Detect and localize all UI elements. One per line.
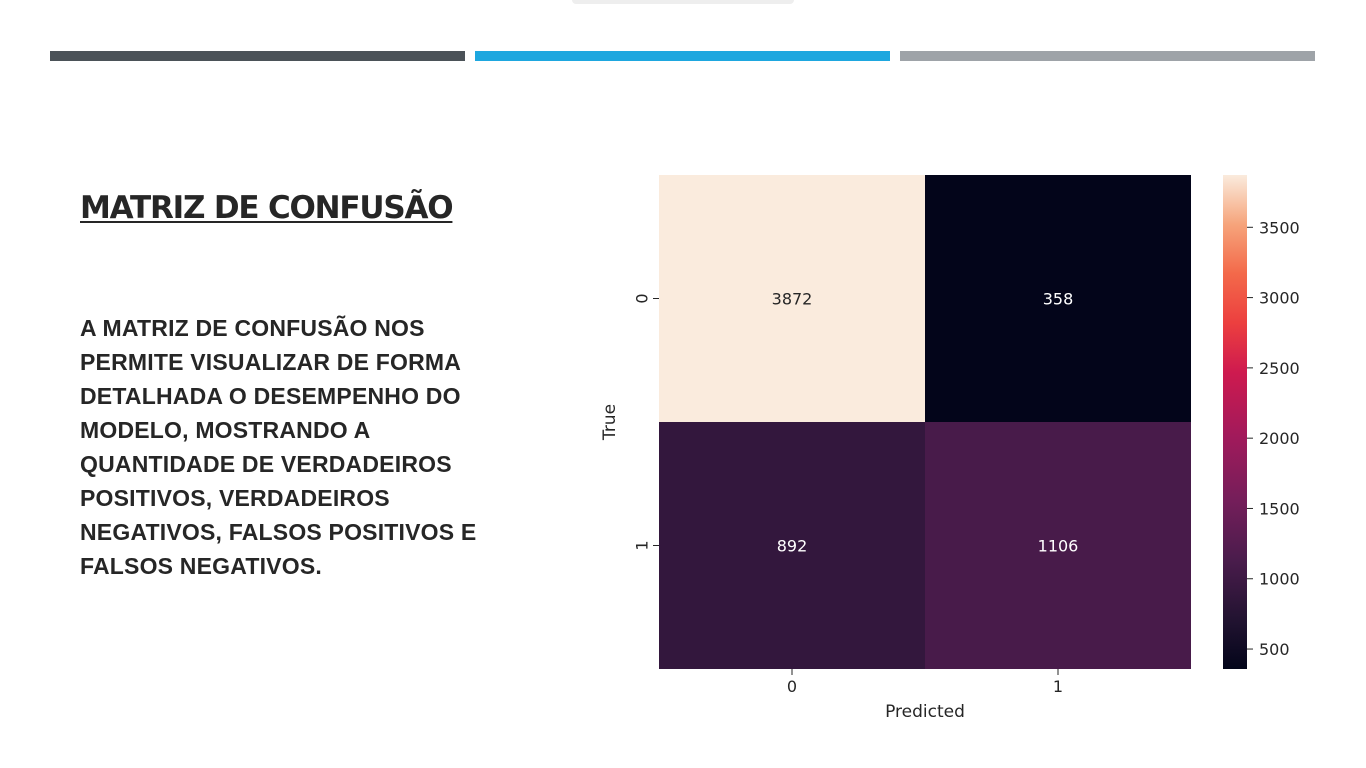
x-axis-label: Predicted (885, 702, 965, 722)
x-tick-label-0: 0 (787, 677, 797, 696)
colorbar-tick-label-0: 500 (1259, 640, 1290, 659)
accent-bar-gray (900, 51, 1315, 61)
y-tick-label-1: 1 (633, 540, 652, 550)
colorbar-tick-label-5: 3000 (1259, 289, 1300, 308)
colorbar-tick-label-3: 2000 (1259, 429, 1300, 448)
confusion-matrix-heatmap: 3872 358 892 1106 0 1 0 1 Predicted True 500 1000… (600, 175, 1300, 722)
accent-bar-dark (50, 51, 465, 61)
y-tick-label-0: 0 (633, 293, 652, 303)
heatmap-cell-labels: 3872 358 892 1106 (772, 290, 1079, 556)
colorbar-tick-label-1: 1000 (1259, 570, 1300, 589)
accent-bar-blue (475, 51, 890, 61)
heatmap-axes: 0 1 0 1 Predicted True (600, 293, 1063, 722)
top-tab-decoration (572, 0, 794, 4)
heatmap-cell-label-1-1: 1106 (1038, 537, 1079, 556)
colorbar: 500 1000 1500 2000 2500 3000 3500 (1223, 175, 1300, 669)
heatmap-cells (659, 175, 1191, 669)
colorbar-tick-label-6: 3500 (1259, 218, 1300, 237)
slide-title: MATRIZ DE CONFUSÃO (80, 190, 454, 226)
slide-body-text: A MATRIZ DE CONFUSÃO NOS PERMITE VISUALI… (80, 315, 477, 579)
colorbar-gradient (1223, 175, 1247, 669)
heatmap-cell-0-1 (925, 175, 1191, 422)
y-axis-label: True (600, 404, 620, 441)
heatmap-cell-0-0 (659, 175, 925, 422)
colorbar-tick-label-4: 2500 (1259, 359, 1300, 378)
x-tick-label-1: 1 (1053, 677, 1063, 696)
heatmap-cell-label-0-1: 358 (1043, 290, 1074, 309)
heatmap-cell-1-0 (659, 422, 925, 669)
heatmap-cell-1-1 (925, 422, 1191, 669)
heatmap-cell-label-0-0: 3872 (772, 290, 813, 309)
heatmap-cell-label-1-0: 892 (777, 537, 808, 556)
colorbar-tick-label-2: 1500 (1259, 499, 1300, 518)
